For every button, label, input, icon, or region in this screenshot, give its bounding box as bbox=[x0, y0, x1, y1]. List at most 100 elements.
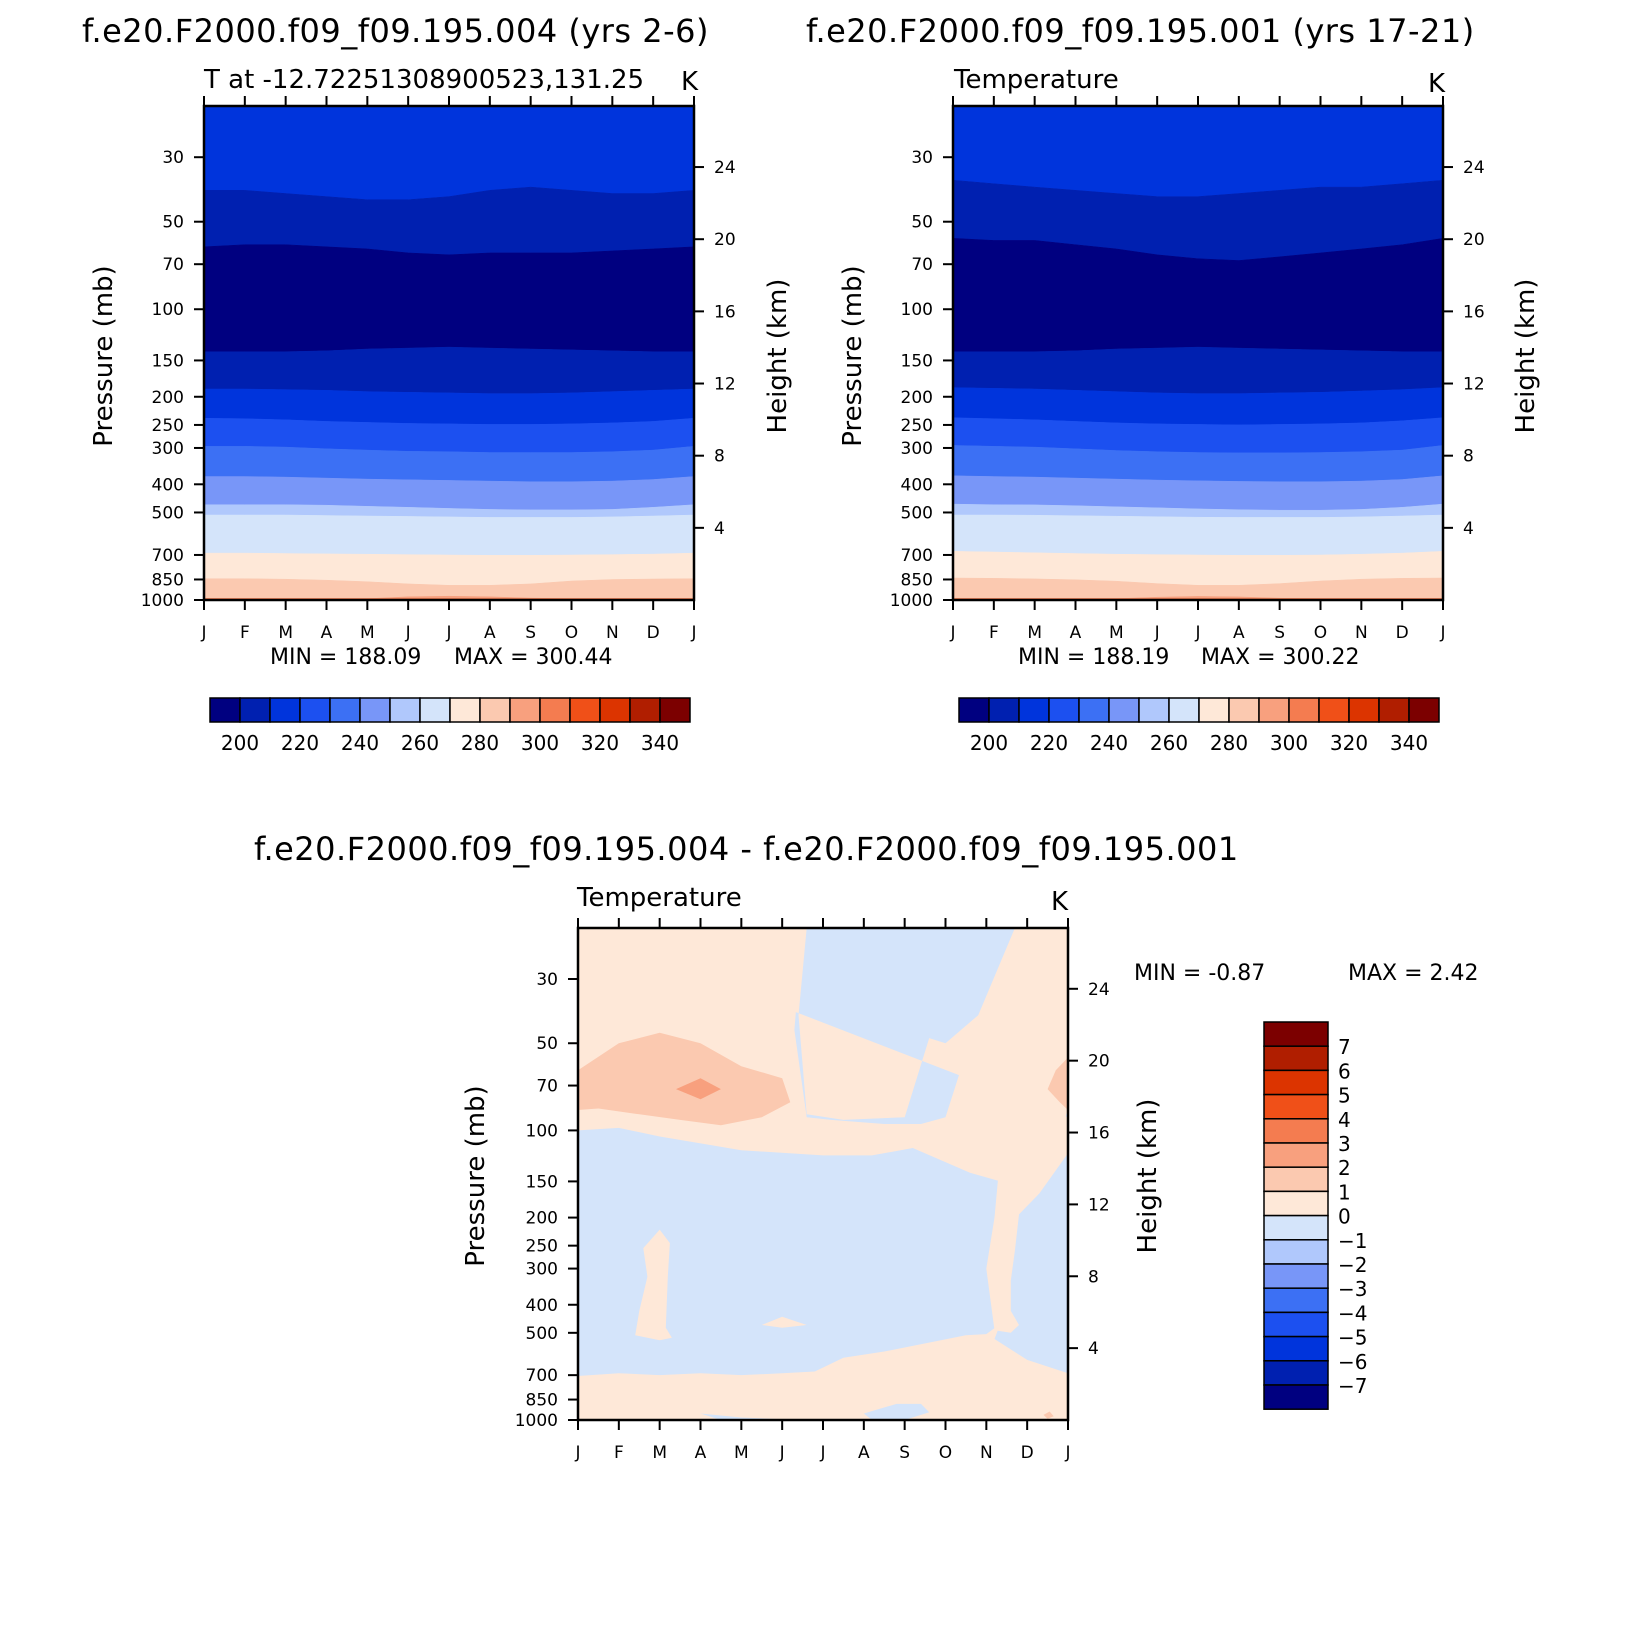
y-tick-label: 200 bbox=[901, 388, 933, 408]
y-tick-label: 700 bbox=[152, 546, 184, 566]
y-tick-label: 300 bbox=[901, 439, 933, 459]
y2-tick-label: 20 bbox=[1463, 230, 1485, 250]
y-tick-label: 1000 bbox=[141, 591, 184, 611]
colorbar-tick-label: 6 bbox=[1338, 1059, 1351, 1083]
x-tick-label: A bbox=[321, 623, 333, 643]
colorbar-swatch bbox=[1348, 697, 1380, 723]
y-tick-label: 200 bbox=[526, 1209, 558, 1229]
panel-title: f.e20.F2000.f09_f09.195.001 (yrs 17-21) bbox=[806, 12, 1475, 50]
y2-axis-label: Height (km) bbox=[1511, 279, 1541, 434]
panel-units: K bbox=[1428, 69, 1446, 99]
contour-band bbox=[952, 105, 1444, 197]
axes: J F M A M J J A S O N D J 30 50 70 100 150 200 250 300 400 500… bbox=[515, 918, 1110, 1463]
x-tick-label: J bbox=[1064, 1443, 1070, 1463]
x-tick-label: O bbox=[1314, 623, 1327, 643]
colorbar-tick-label: −2 bbox=[1338, 1253, 1367, 1277]
x-tick-label: J bbox=[1439, 623, 1445, 643]
colorbar-swatch bbox=[479, 697, 511, 723]
panel-units: K bbox=[681, 67, 699, 97]
contour-band bbox=[1043, 1411, 1054, 1419]
y-tick-label: 100 bbox=[901, 300, 933, 320]
x-tick-label: S bbox=[525, 623, 536, 643]
y-tick-label: 100 bbox=[152, 300, 184, 320]
colorbar: 200 220 240 260 280 300 320 340 bbox=[958, 697, 1440, 755]
colorbar-swatch bbox=[269, 697, 301, 723]
x-tick-label: O bbox=[565, 623, 578, 643]
colorbar-swatch bbox=[1228, 697, 1260, 723]
y2-tick-label: 4 bbox=[1088, 1339, 1099, 1359]
x-tick-label: J bbox=[574, 1443, 580, 1463]
x-tick-label: J bbox=[949, 623, 955, 643]
colorbar-tick-label: 260 bbox=[401, 731, 439, 755]
panel-subtitle-left: Temperature bbox=[953, 65, 1119, 95]
contour-band bbox=[863, 1403, 930, 1420]
contour-band bbox=[578, 928, 1068, 1401]
y2-tick-label: 8 bbox=[1463, 447, 1474, 467]
y2-tick-label: 12 bbox=[1463, 375, 1485, 395]
y2-axis-label: Height (km) bbox=[1133, 1099, 1163, 1254]
colorbar-swatch bbox=[1048, 697, 1080, 723]
y-axis-label: Pressure (mb) bbox=[461, 1085, 491, 1266]
y2-tick-label: 24 bbox=[1088, 980, 1110, 1000]
x-tick-label: M bbox=[734, 1443, 749, 1463]
colorbar-tick-label: −7 bbox=[1338, 1374, 1367, 1398]
colorbar-swatch bbox=[1258, 697, 1290, 723]
colorbar-swatch bbox=[1263, 1142, 1329, 1168]
x-tick-label: N bbox=[980, 1443, 993, 1463]
y2-tick-label: 16 bbox=[1088, 1124, 1110, 1144]
x-tick-label: A bbox=[858, 1443, 870, 1463]
colorbar-swatch bbox=[1108, 697, 1140, 723]
x-tick-label: N bbox=[606, 623, 619, 643]
colorbar-swatch bbox=[1263, 1287, 1329, 1314]
colorbar-swatch bbox=[239, 697, 271, 723]
y2-tick-label: 16 bbox=[1463, 302, 1485, 322]
x-tick-label: M bbox=[1027, 623, 1042, 643]
x-tick-label: O bbox=[939, 1443, 952, 1463]
min-label: MIN = 188.19 bbox=[1018, 645, 1169, 670]
y-tick-label: 50 bbox=[536, 1034, 558, 1054]
colorbar-tick-label: 7 bbox=[1338, 1035, 1351, 1059]
colorbar-swatch bbox=[209, 697, 241, 723]
colorbar-swatch bbox=[1263, 1069, 1329, 1096]
min-label: MIN = 188.09 bbox=[270, 645, 421, 670]
contour-band bbox=[203, 346, 695, 394]
contour-band bbox=[203, 446, 695, 482]
colorbar-swatch bbox=[299, 697, 331, 723]
colorbar-tick-label: 340 bbox=[1390, 731, 1428, 755]
colorbar-swatch bbox=[629, 697, 661, 723]
colorbar-tick-label: −4 bbox=[1338, 1301, 1367, 1325]
axes: J F M A M J J A S O N D J 30 50 70 100 150 200 250 300 400 500… bbox=[141, 96, 736, 643]
max-label: MAX = 2.42 bbox=[1348, 961, 1479, 986]
colorbar-swatch bbox=[1263, 1021, 1329, 1047]
y-tick-label: 150 bbox=[901, 351, 933, 371]
colorbar-swatch bbox=[1263, 1335, 1329, 1362]
colorbar-swatch bbox=[1263, 1360, 1329, 1386]
y-tick-label: 400 bbox=[901, 475, 933, 495]
y-tick-label: 500 bbox=[901, 503, 933, 523]
colorbar-swatch bbox=[1263, 1384, 1329, 1410]
colorbar-tick-label: −1 bbox=[1338, 1229, 1367, 1253]
colorbar-tick-label: 320 bbox=[581, 731, 619, 755]
contour-band bbox=[952, 514, 1444, 556]
panel-units: K bbox=[1051, 887, 1069, 917]
y-tick-label: 850 bbox=[901, 570, 933, 590]
y-tick-label: 300 bbox=[526, 1260, 558, 1280]
colorbar-tick-label: −6 bbox=[1338, 1350, 1367, 1374]
colorbar-swatch bbox=[509, 697, 541, 723]
y-tick-label: 50 bbox=[162, 213, 184, 233]
x-tick-label: S bbox=[899, 1443, 910, 1463]
contour-band bbox=[1047, 1057, 1068, 1110]
contour-band bbox=[203, 244, 695, 352]
y-tick-label: 30 bbox=[536, 970, 558, 990]
colorbar-swatch bbox=[449, 697, 481, 723]
y2-tick-label: 12 bbox=[714, 375, 736, 395]
y2-axis-label: Height (km) bbox=[763, 279, 793, 434]
axes: J F M A M J J A S O N D J 30 50 70 100 150 200 250 300 400 500… bbox=[890, 96, 1485, 643]
y-tick-label: 150 bbox=[526, 1172, 558, 1192]
x-tick-label: A bbox=[1233, 623, 1245, 643]
colorbar-swatch bbox=[1263, 1214, 1329, 1241]
plot-area bbox=[203, 105, 695, 601]
contour-band bbox=[203, 388, 695, 425]
x-tick-label: F bbox=[240, 623, 250, 643]
colorbar-swatch bbox=[539, 697, 571, 723]
